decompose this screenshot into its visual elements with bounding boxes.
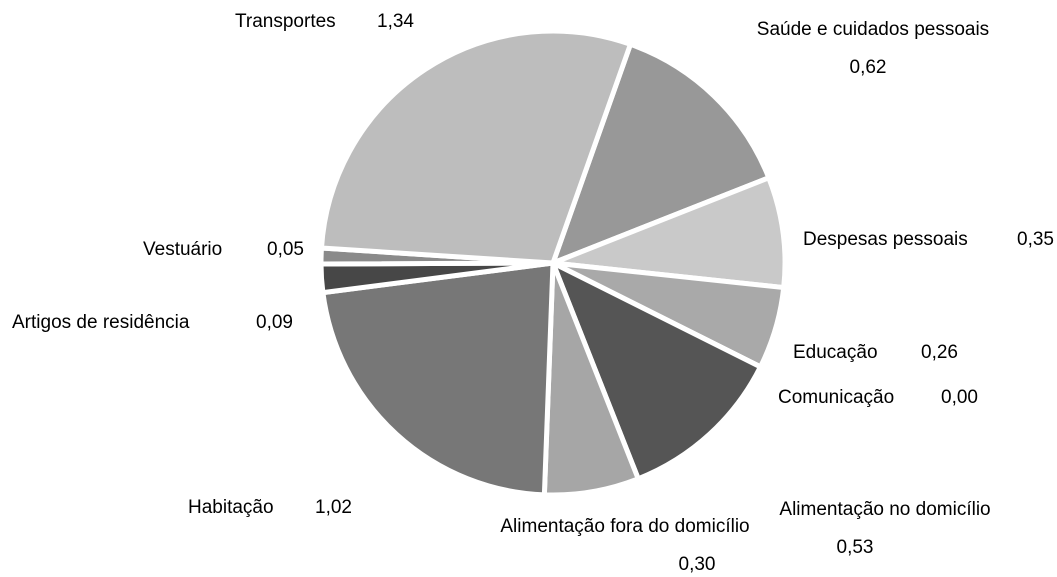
value-label: 0,05 [267,239,304,260]
value-label: 0,53 [837,537,874,558]
pie-slice [318,28,633,266]
slice-label: Despesas pessoais [803,229,968,250]
value-label: 0,30 [679,554,716,575]
pie-slice [550,260,763,482]
slice-label: Transportes [235,11,336,32]
value-label: 0,62 [850,57,887,78]
slice-label: Artigos de residência [12,312,190,333]
value-label: 1,34 [377,11,414,32]
slice-label: Saúde e cuidados pessoais [757,19,989,40]
pie-slice [550,41,772,266]
slice-label: Habitação [188,497,274,518]
value-label: 0,26 [921,342,958,363]
value-label: 1,02 [315,497,352,518]
value-label: 0,09 [256,312,293,333]
slice-label: Comunicação [778,387,894,408]
pie-slice [320,260,556,498]
slice-label: Alimentação no domicílio [779,499,990,520]
value-label: 0,35 [1017,229,1054,250]
slice-label: Educação [793,342,878,363]
slice-label: Vestuário [143,239,222,260]
value-label: 0,00 [941,387,978,408]
slice-label: Alimentação fora do domicílio [500,516,749,537]
